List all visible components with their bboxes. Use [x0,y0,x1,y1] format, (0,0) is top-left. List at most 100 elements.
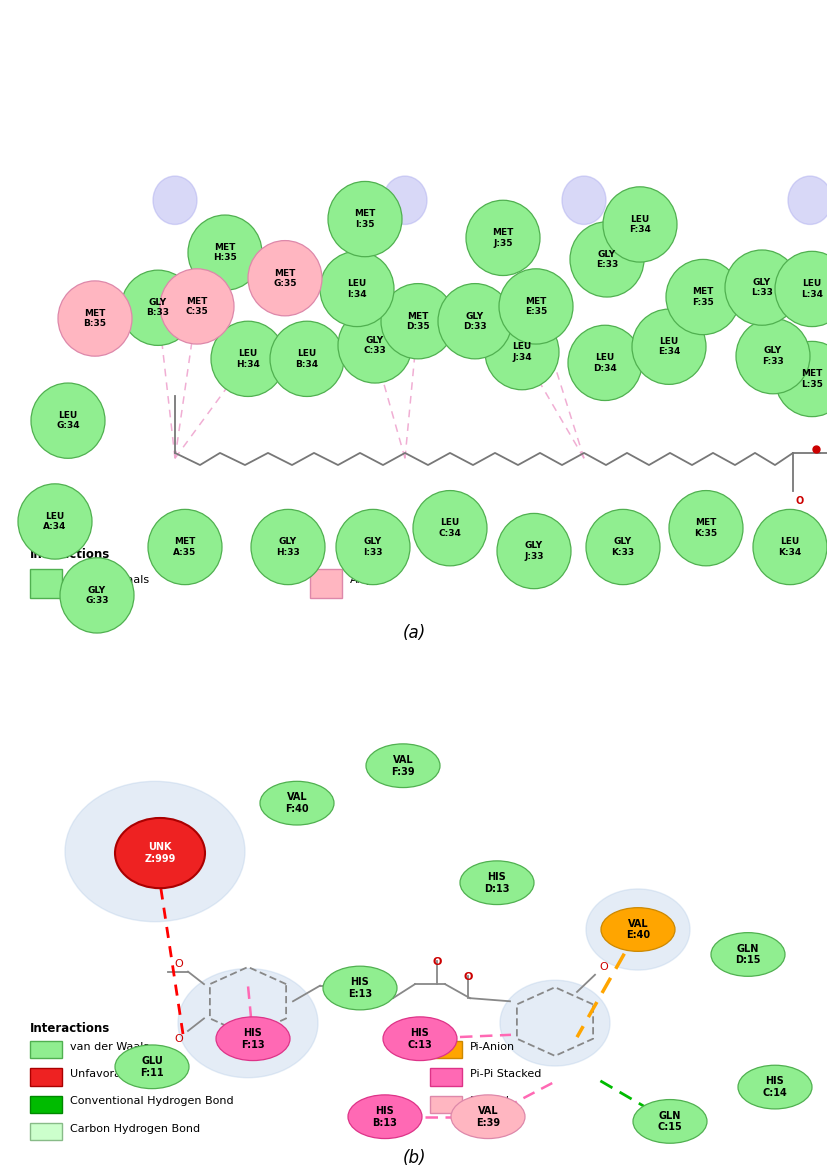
Text: van der Waals: van der Waals [70,1042,149,1051]
Ellipse shape [602,187,676,262]
Text: VAL
E:40: VAL E:40 [625,918,649,941]
Text: O: O [598,962,607,971]
Text: HIS
D:13: HIS D:13 [484,871,509,894]
Text: VAL
F:39: VAL F:39 [390,755,414,776]
Ellipse shape [115,1045,189,1089]
Circle shape [586,889,689,970]
Ellipse shape [18,483,92,559]
Ellipse shape [466,200,539,275]
Ellipse shape [774,252,827,327]
Text: MET
H:35: MET H:35 [213,243,237,262]
Text: LEU
D:34: LEU D:34 [592,353,616,373]
Text: GLY
G:33: GLY G:33 [85,586,108,606]
Text: HIS
B:13: HIS B:13 [372,1105,397,1128]
Ellipse shape [260,781,333,826]
Ellipse shape [752,509,826,584]
Ellipse shape [153,176,197,225]
FancyBboxPatch shape [429,1041,461,1058]
Text: O: O [463,973,472,982]
Ellipse shape [774,341,827,416]
Text: LEU
C:34: LEU C:34 [438,519,461,537]
Circle shape [65,781,245,922]
Ellipse shape [437,283,511,359]
Ellipse shape [413,490,486,566]
Text: LEU
E:34: LEU E:34 [657,338,679,356]
Ellipse shape [323,967,396,1010]
Text: MET
B:35: MET B:35 [84,309,107,328]
Circle shape [500,981,609,1065]
FancyBboxPatch shape [30,1068,62,1085]
Ellipse shape [216,1017,289,1061]
Text: GLY
J:33: GLY J:33 [523,541,543,561]
Text: HIS
F:13: HIS F:13 [241,1028,265,1049]
Circle shape [178,969,318,1077]
Text: MET
G:35: MET G:35 [273,268,296,288]
Ellipse shape [121,270,195,346]
Text: HIS
C:13: HIS C:13 [407,1028,432,1049]
Ellipse shape [485,314,558,389]
Circle shape [115,818,205,888]
Text: Alkyl: Alkyl [350,575,376,586]
Text: MET
C:35: MET C:35 [185,296,208,316]
FancyBboxPatch shape [30,1041,62,1058]
Text: O: O [432,957,441,967]
Text: MET
A:35: MET A:35 [173,537,196,556]
Ellipse shape [586,509,659,584]
Text: MET
D:35: MET D:35 [406,312,429,330]
Text: Pi-Anion: Pi-Anion [470,1042,514,1051]
Ellipse shape [31,383,105,459]
Ellipse shape [569,222,643,298]
Text: Pi-Alkyl: Pi-Alkyl [470,1096,509,1107]
Ellipse shape [499,269,572,345]
Ellipse shape [337,308,412,383]
Text: MET
E:35: MET E:35 [524,296,547,316]
Ellipse shape [787,176,827,225]
Text: LEU
K:34: LEU K:34 [777,537,801,556]
Text: UNK
Z:999: UNK Z:999 [144,842,175,864]
Ellipse shape [724,250,798,326]
Text: LEU
H:34: LEU H:34 [236,349,260,368]
Text: GLY
H:33: GLY H:33 [275,537,299,556]
Ellipse shape [668,490,742,566]
Text: MET
I:35: MET I:35 [354,209,375,229]
FancyBboxPatch shape [429,1068,461,1085]
Ellipse shape [600,908,674,951]
Ellipse shape [251,509,325,584]
Ellipse shape [347,1095,422,1138]
Ellipse shape [270,321,343,396]
Text: GLN
C:15: GLN C:15 [657,1110,681,1132]
Text: VAL
E:39: VAL E:39 [476,1105,500,1128]
Text: Interactions: Interactions [30,548,110,561]
Ellipse shape [710,933,784,976]
Text: LEU
A:34: LEU A:34 [43,512,67,532]
Ellipse shape [380,283,455,359]
Text: GLY
D:33: GLY D:33 [462,312,486,330]
Ellipse shape [496,514,571,589]
Text: (b): (b) [402,1149,425,1167]
Text: GLY
C:33: GLY C:33 [363,335,386,355]
Ellipse shape [160,269,234,345]
Text: HIS
E:13: HIS E:13 [347,977,371,998]
Text: Carbon Hydrogen Bond: Carbon Hydrogen Bond [70,1123,200,1134]
Ellipse shape [665,260,739,335]
Text: Pi-Pi Stacked: Pi-Pi Stacked [470,1069,541,1078]
Text: GLN
D:15: GLN D:15 [734,943,760,965]
Text: van der Waals: van der Waals [70,575,149,586]
Text: Unfavorable Bump: Unfavorable Bump [70,1069,174,1078]
Text: GLY
L:33: GLY L:33 [750,278,772,298]
Ellipse shape [319,252,394,327]
FancyBboxPatch shape [429,1096,461,1112]
Ellipse shape [631,309,705,385]
Ellipse shape [366,744,439,788]
Text: GLU
F:11: GLU F:11 [140,1056,164,1077]
Text: GLY
E:33: GLY E:33 [595,249,618,269]
Text: GLY
F:33: GLY F:33 [761,347,783,366]
Ellipse shape [211,321,284,396]
Text: LEU
J:34: LEU J:34 [512,342,531,362]
Text: LEU
B:34: LEU B:34 [295,349,318,368]
Text: MET
F:35: MET F:35 [691,287,713,307]
Text: O: O [795,496,803,506]
FancyBboxPatch shape [30,1123,62,1140]
Ellipse shape [632,1100,706,1143]
Ellipse shape [327,181,402,256]
